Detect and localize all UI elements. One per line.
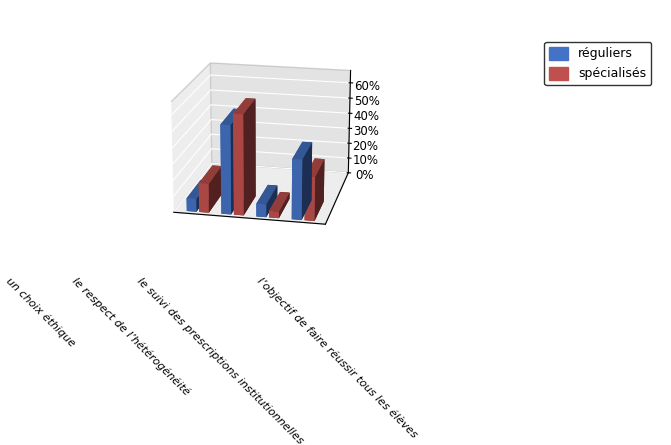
- Text: l’objectif de faire réussir tous les élèves: l’objectif de faire réussir tous les élè…: [255, 276, 419, 440]
- Legend: réguliers, spécialisés: réguliers, spécialisés: [544, 42, 652, 85]
- Text: le suivi des prescriptions institutionnelles: le suivi des prescriptions institutionne…: [136, 276, 305, 445]
- Text: le respect de l’hétérogénéité: le respect de l’hétérogénéité: [70, 276, 191, 398]
- Text: un choix éthique: un choix éthique: [4, 276, 77, 349]
